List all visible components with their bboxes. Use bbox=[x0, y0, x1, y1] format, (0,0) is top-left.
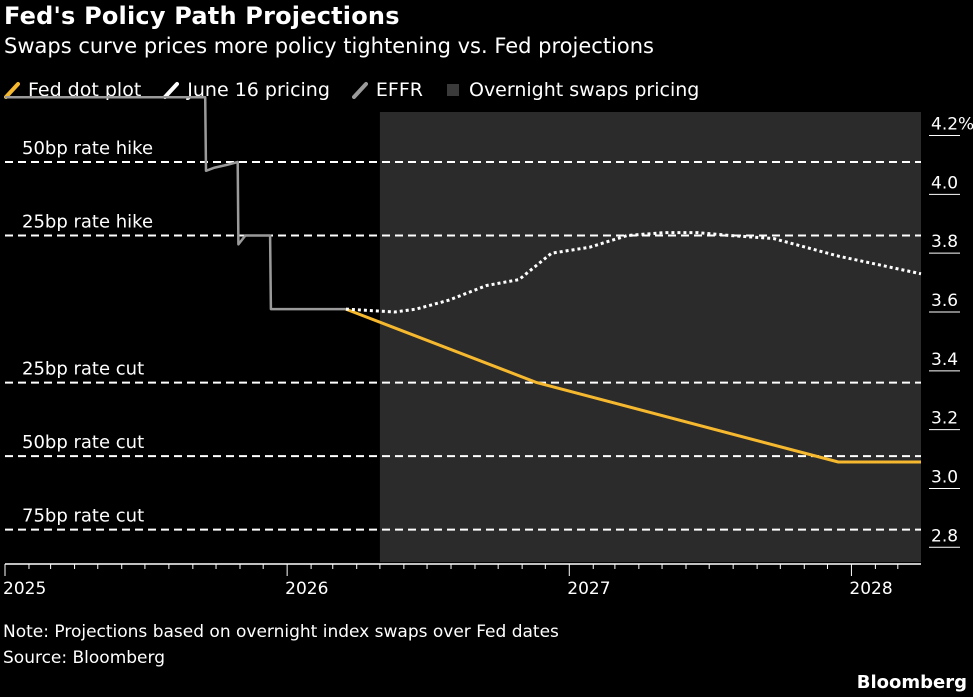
y-tick-label: 3.2 bbox=[931, 409, 958, 429]
y-tick-label: 3.4 bbox=[931, 350, 958, 370]
y-tick-label: 4.0 bbox=[931, 173, 958, 193]
chart-subtitle: Swaps curve prices more policy tightenin… bbox=[4, 34, 654, 58]
series-line-fed-dot-plot bbox=[345, 307, 921, 464]
reference-line-label: 50bp rate cut bbox=[22, 432, 144, 453]
y-tick-label: 2.8 bbox=[931, 526, 958, 546]
y-tick-label: 4.2% bbox=[931, 115, 973, 135]
x-tick-label: 2026 bbox=[285, 579, 328, 599]
x-tick-label: 2027 bbox=[567, 579, 610, 599]
legend-item-overnight-swaps: Overnight swaps pricing bbox=[445, 79, 699, 101]
legend-item-fed-dot-plot: Fed dot plot bbox=[4, 79, 141, 101]
legend: Fed dot plot June 16 pricing EFFR Overni… bbox=[4, 79, 721, 101]
legend-label: June 16 pricing bbox=[187, 79, 330, 101]
legend-swatch-june-16-pricing bbox=[163, 82, 180, 99]
y-tick-label: 3.6 bbox=[931, 291, 958, 311]
reference-line-label: 75bp rate cut bbox=[22, 506, 144, 527]
legend-label: Overnight swaps pricing bbox=[468, 79, 700, 101]
legend-swatch-effr bbox=[351, 82, 368, 99]
legend-swatch-overnight-swaps bbox=[446, 84, 459, 96]
legend-item-june-16-pricing: June 16 pricing bbox=[163, 79, 330, 101]
legend-item-effr: EFFR bbox=[351, 79, 423, 101]
legend-label: Fed dot plot bbox=[28, 79, 142, 101]
series-line-june-16-pricing bbox=[345, 231, 922, 314]
chart-note: Note: Projections based on overnight ind… bbox=[3, 622, 559, 642]
x-tick-label: 2028 bbox=[849, 579, 892, 599]
reference-line-label: 50bp rate hike bbox=[22, 138, 153, 159]
reference-line-label: 25bp rate cut bbox=[22, 359, 144, 380]
y-tick-label: 3.0 bbox=[931, 467, 958, 487]
y-tick-label: 3.8 bbox=[931, 232, 958, 252]
series-line-effr bbox=[5, 96, 346, 311]
x-tick-label: 2025 bbox=[3, 579, 46, 599]
reference-line-label: 25bp rate hike bbox=[22, 212, 153, 233]
legend-swatch-fed-dot-plot bbox=[4, 82, 20, 99]
chart-source: Source: Bloomberg bbox=[3, 648, 165, 668]
brand-logo: Bloomberg bbox=[856, 672, 967, 693]
shaded-region-overnight-swaps bbox=[379, 112, 921, 562]
legend-label: EFFR bbox=[375, 79, 423, 101]
chart-title: Fed's Policy Path Projections bbox=[4, 2, 400, 30]
